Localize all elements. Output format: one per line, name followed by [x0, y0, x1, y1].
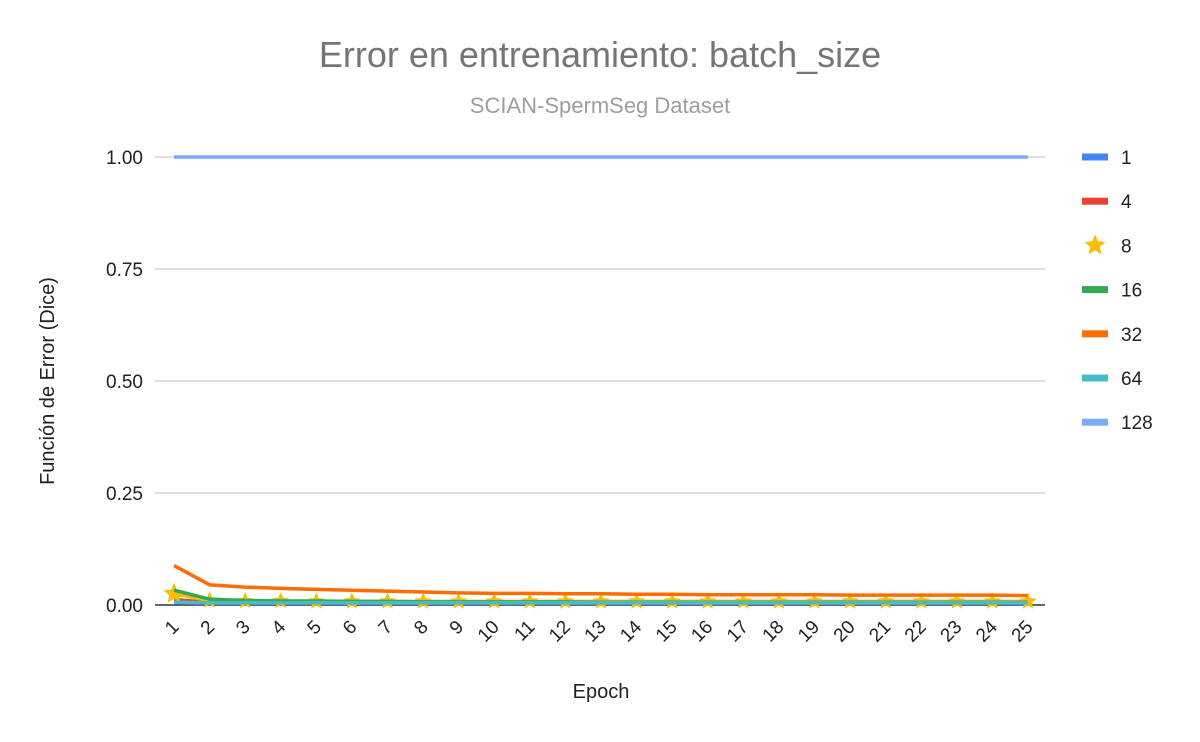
legend-item-4: 4 [1082, 192, 1132, 213]
legend-item-8: 8 [1084, 234, 1132, 257]
legend-label: 1 [1121, 148, 1132, 169]
chart-title: Error en entrenamiento: batch_size [319, 34, 881, 75]
x-tick-label: 1 [161, 617, 183, 639]
series-32 [173, 564, 1029, 598]
legend-swatch [1082, 330, 1108, 338]
legend-swatch [1082, 286, 1108, 294]
x-tick-label: 5 [304, 617, 326, 639]
x-tick-label: 8 [410, 617, 432, 639]
y-tick-label: 0.50 [106, 372, 143, 393]
x-tick-label: 17 [723, 617, 753, 647]
x-tick-label: 19 [794, 617, 824, 647]
legend-label: 64 [1121, 369, 1143, 390]
x-tick-label: 13 [581, 617, 611, 647]
x-tick-label: 7 [375, 617, 397, 639]
x-tick-label: 2 [197, 617, 219, 639]
y-axis-title: Función de Error (Dice) [37, 277, 59, 485]
x-tick-label: 12 [545, 617, 575, 647]
legend-item-1: 1 [1082, 148, 1132, 169]
x-tick-label: 22 [901, 617, 931, 647]
y-tick-label: 1.00 [106, 148, 143, 169]
x-tick-label: 20 [830, 617, 860, 647]
legend: 1 4 8 16 32 64 128 [1082, 148, 1153, 434]
legend-swatch [1082, 197, 1108, 205]
x-axis-ticks: 1 2 3 4 5 6 7 8 9 10 11 12 13 14 15 16 17 18 19 20 21 22 23 24 2… [161, 616, 1037, 646]
legend-item-128: 128 [1082, 413, 1153, 434]
x-tick-label: 21 [865, 617, 895, 647]
x-tick-label: 11 [511, 617, 540, 646]
x-tick-label: 15 [652, 617, 682, 647]
legend-label: 8 [1121, 236, 1132, 257]
x-tick-label: 6 [339, 617, 361, 639]
y-tick-label: 0.00 [106, 596, 143, 617]
x-tick-label: 14 [616, 616, 646, 646]
chart-subtitle: SCIAN-SpermSeg Dataset [470, 93, 730, 118]
x-tick-label: 24 [972, 616, 1002, 646]
x-tick-label: 9 [446, 617, 468, 639]
x-axis-title: Epoch [573, 681, 630, 703]
legend-label: 16 [1121, 281, 1142, 302]
y-axis-ticks: 0.00 0.25 0.50 0.75 1.00 [106, 148, 143, 617]
x-tick-label: 25 [1008, 617, 1038, 647]
gridlines [155, 156, 1045, 606]
legend-swatch [1082, 374, 1108, 382]
x-tick-label: 23 [937, 617, 967, 647]
series-line-32 [173, 564, 1029, 598]
legend-label: 32 [1121, 325, 1142, 346]
y-tick-label: 0.75 [106, 260, 143, 281]
star-marker [163, 582, 185, 603]
legend-swatch [1082, 153, 1108, 161]
legend-item-16: 16 [1082, 281, 1142, 302]
x-tick-label: 3 [232, 617, 254, 639]
x-tick-label: 18 [759, 617, 789, 647]
legend-item-32: 32 [1082, 325, 1142, 346]
legend-label: 128 [1121, 413, 1153, 434]
legend-label: 4 [1121, 192, 1132, 213]
x-tick-label: 4 [268, 616, 291, 639]
x-tick-label: 16 [687, 617, 717, 647]
series-lines [163, 155, 1037, 609]
y-tick-label: 0.25 [106, 484, 143, 505]
legend-item-64: 64 [1082, 369, 1143, 390]
legend-swatch-star [1084, 234, 1106, 255]
x-tick-label: 10 [474, 617, 504, 647]
legend-swatch [1082, 418, 1108, 426]
